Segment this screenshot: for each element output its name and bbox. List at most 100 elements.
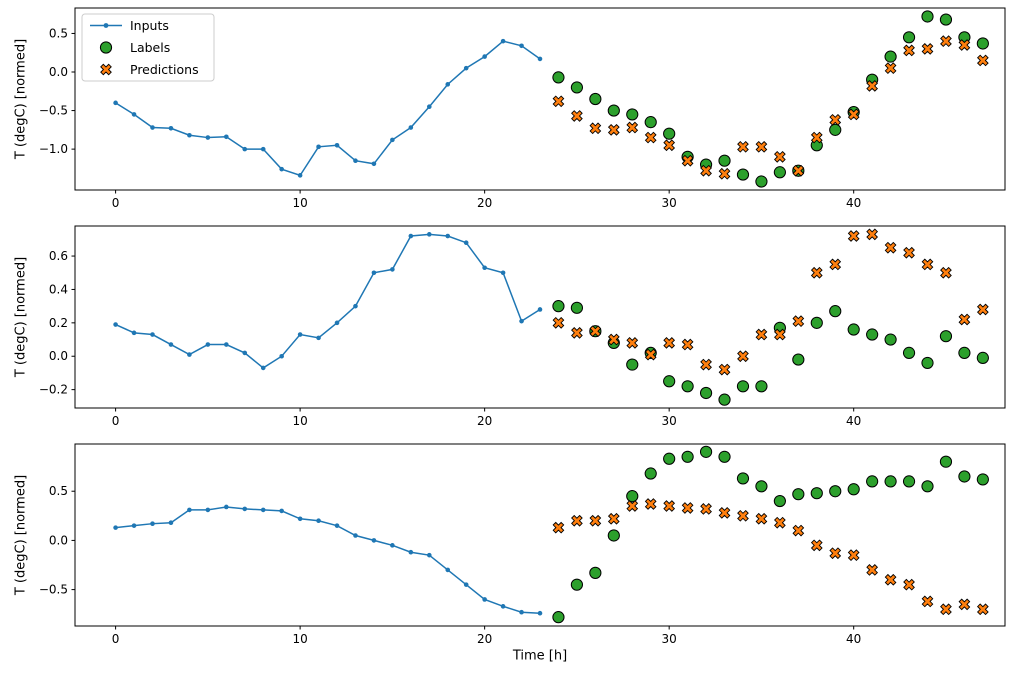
predictions-point bbox=[958, 598, 971, 611]
labels-point bbox=[921, 480, 934, 493]
labels-point bbox=[644, 116, 657, 129]
inputs-line bbox=[115, 233, 541, 369]
labels-point bbox=[976, 37, 989, 50]
inputs-point bbox=[187, 352, 192, 357]
predictions-point bbox=[552, 316, 565, 329]
labels-point bbox=[829, 123, 842, 136]
y-tick-label: 0.2 bbox=[49, 316, 68, 330]
predictions-point bbox=[737, 350, 749, 363]
predictions-point bbox=[829, 547, 842, 560]
inputs-point bbox=[353, 533, 358, 538]
subplot-2: 0 10 20 30 40 0.6 0.4 0.2 0.0 −0.2 bbox=[39, 225, 1006, 428]
predictions-point bbox=[903, 246, 915, 259]
predictions-point bbox=[774, 328, 786, 341]
inputs-point bbox=[334, 320, 340, 326]
inputs-point bbox=[426, 552, 432, 558]
y-tick-label: 0.0 bbox=[49, 349, 68, 363]
labels-point bbox=[939, 455, 953, 468]
inputs-point bbox=[113, 525, 118, 530]
labels-point bbox=[976, 473, 989, 486]
series-labels bbox=[552, 300, 989, 406]
inputs-point bbox=[426, 104, 432, 110]
predictions-point bbox=[921, 595, 934, 608]
x-tick-label: 40 bbox=[846, 632, 861, 646]
inputs-point bbox=[242, 350, 248, 356]
y-tick-label: 0.0 bbox=[49, 533, 68, 547]
labels-point bbox=[958, 346, 971, 359]
labels-point bbox=[866, 475, 879, 488]
y-tick-label: 0.4 bbox=[49, 282, 68, 296]
inputs-point bbox=[408, 125, 414, 130]
labels-point bbox=[921, 10, 934, 23]
predictions-point bbox=[644, 498, 657, 510]
x-tick-label: 30 bbox=[662, 196, 677, 210]
labels-point bbox=[699, 445, 713, 458]
labels-point bbox=[902, 475, 916, 488]
labels-point bbox=[718, 393, 731, 406]
series-inputs bbox=[113, 504, 543, 616]
predictions-point bbox=[847, 230, 860, 242]
predictions-point bbox=[829, 258, 842, 271]
y-axis-label-2: T (degC) [normed] bbox=[13, 256, 29, 378]
labels-point bbox=[921, 356, 934, 370]
y-tick-label: −1.0 bbox=[39, 142, 68, 156]
predictions-point bbox=[774, 516, 786, 529]
predictions-point bbox=[700, 503, 712, 515]
predictions-point bbox=[884, 241, 897, 254]
inputs-point bbox=[297, 332, 303, 337]
legend-box bbox=[81, 13, 215, 82]
x-tick-label: 0 bbox=[112, 414, 120, 428]
inputs-point bbox=[131, 112, 137, 117]
labels-point bbox=[884, 475, 897, 488]
y-tick-label: −0.5 bbox=[39, 583, 68, 597]
inputs-point bbox=[297, 516, 303, 522]
labels-point bbox=[681, 380, 694, 393]
predictions-point bbox=[810, 131, 823, 144]
labels-point bbox=[736, 472, 750, 485]
labels-point bbox=[755, 480, 768, 493]
inputs-point bbox=[482, 54, 487, 59]
inputs-point bbox=[224, 504, 229, 510]
inputs-point bbox=[371, 270, 377, 276]
labels-point bbox=[810, 316, 823, 329]
inputs-point bbox=[463, 240, 469, 245]
legend-label-labels: Labels bbox=[130, 40, 170, 55]
predictions-point bbox=[644, 131, 657, 144]
labels-point bbox=[736, 168, 750, 181]
legend-label-inputs: Inputs bbox=[130, 18, 169, 33]
labels-point bbox=[552, 300, 565, 313]
predictions-point bbox=[866, 564, 879, 576]
inputs-point bbox=[445, 82, 451, 87]
labels-point bbox=[718, 450, 731, 463]
x-tick-label: 10 bbox=[292, 196, 307, 210]
labels-point bbox=[626, 490, 639, 503]
predictions-point bbox=[940, 266, 952, 279]
labels-point bbox=[626, 108, 639, 121]
predictions-point bbox=[903, 44, 915, 57]
series-predictions bbox=[552, 228, 989, 376]
predictions-point bbox=[571, 326, 583, 339]
x-tick-label: 0 bbox=[112, 196, 120, 210]
labels-point bbox=[607, 104, 620, 117]
inputs-point bbox=[390, 543, 395, 548]
predictions-point bbox=[681, 338, 694, 351]
inputs-point bbox=[279, 166, 284, 172]
predictions-point bbox=[552, 521, 565, 534]
inputs-point bbox=[131, 523, 137, 528]
inputs-point bbox=[390, 267, 395, 272]
predictions-point bbox=[681, 154, 694, 167]
labels-point bbox=[902, 346, 916, 359]
predictions-point bbox=[847, 549, 860, 562]
predictions-point bbox=[792, 164, 805, 177]
y-tick-label: 0.6 bbox=[49, 249, 68, 263]
inputs-point bbox=[187, 132, 192, 138]
y-tick-label: 0.5 bbox=[49, 26, 68, 40]
legend-labels-marker-sample bbox=[99, 41, 113, 54]
predictions-point bbox=[810, 539, 823, 552]
inputs-point bbox=[500, 38, 506, 44]
x-tick-label: 20 bbox=[477, 414, 492, 428]
axes-frame bbox=[74, 7, 1006, 191]
inputs-point bbox=[279, 353, 284, 359]
